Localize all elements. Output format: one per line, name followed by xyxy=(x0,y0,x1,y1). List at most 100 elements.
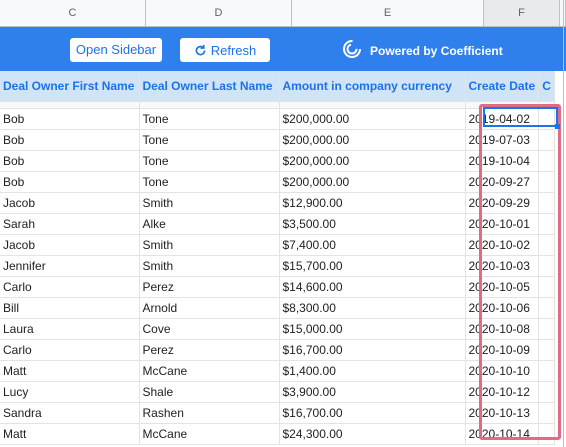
cell-next-column[interactable] xyxy=(538,171,555,193)
open-sidebar-button[interactable]: Open Sidebar xyxy=(70,38,162,62)
cell-last-name[interactable]: Tone xyxy=(139,108,280,130)
cell-last-name[interactable]: Cove xyxy=(139,318,280,340)
cell-create-date[interactable]: 2020-10-12 xyxy=(465,381,540,403)
cell-last-name[interactable]: Tone xyxy=(139,171,280,193)
cell-amount[interactable]: $200,000.00 xyxy=(279,171,466,193)
cell-last-name[interactable]: Tone xyxy=(139,129,280,151)
cell-next-column[interactable] xyxy=(538,255,555,277)
cell-first-name[interactable]: Sandra xyxy=(0,402,140,424)
header-create-date[interactable]: Create Date xyxy=(465,71,540,102)
cell-amount[interactable]: $200,000.00 xyxy=(279,108,466,130)
cell-amount[interactable]: $1,400.00 xyxy=(279,360,466,382)
table-row: Jacob Smith $7,400.00 2020-10-02 xyxy=(0,234,555,256)
column-header-d[interactable]: D xyxy=(146,0,292,26)
table-row: Sarah Alke $3,500.00 2020-10-01 xyxy=(0,213,555,235)
cell-create-date[interactable]: 2020-10-02 xyxy=(465,234,540,256)
cell-first-name[interactable]: Bill xyxy=(0,297,140,319)
cell-next-column[interactable] xyxy=(538,234,555,256)
cell-last-name[interactable]: Arnold xyxy=(139,297,280,319)
cell-create-date[interactable]: 2020-10-09 xyxy=(465,339,540,361)
header-next-column[interactable]: C xyxy=(538,71,555,102)
cell-amount[interactable]: $200,000.00 xyxy=(279,150,466,172)
table-row: Lucy Shale $3,900.00 2020-10-12 xyxy=(0,381,555,403)
cell-amount[interactable]: $7,400.00 xyxy=(279,234,466,256)
cell-next-column[interactable] xyxy=(538,402,555,424)
cell-first-name[interactable]: Bob xyxy=(0,171,140,193)
cell-amount[interactable]: $14,600.00 xyxy=(279,276,466,298)
cell-create-date[interactable]: 2019-07-03 xyxy=(465,129,540,151)
cell-first-name[interactable]: Jacob xyxy=(0,234,140,256)
cell-first-name[interactable]: Bob xyxy=(0,129,140,151)
fill-handle[interactable] xyxy=(555,124,560,129)
open-sidebar-label: Open Sidebar xyxy=(75,42,157,57)
cell-amount[interactable]: $24,300.00 xyxy=(279,423,466,445)
cell-amount[interactable]: $200,000.00 xyxy=(279,129,466,151)
cell-amount[interactable]: $15,700.00 xyxy=(279,255,466,277)
cell-amount[interactable]: $15,000.00 xyxy=(279,318,466,340)
header-last-name[interactable]: Deal Owner Last Name xyxy=(139,71,280,102)
cell-last-name[interactable]: Smith xyxy=(139,192,280,214)
cell-next-column[interactable] xyxy=(538,381,555,403)
cell-last-name[interactable]: McCane xyxy=(139,360,280,382)
cell-first-name[interactable]: Matt xyxy=(0,360,140,382)
header-first-name[interactable]: Deal Owner First Name xyxy=(0,71,140,102)
cell-next-column[interactable] xyxy=(538,129,555,151)
cell-create-date[interactable]: 2020-09-29 xyxy=(465,192,540,214)
refresh-button[interactable]: Refresh xyxy=(180,38,270,62)
cell-last-name[interactable]: McCane xyxy=(139,423,280,445)
refresh-icon xyxy=(194,38,207,62)
cell-next-column[interactable] xyxy=(538,423,555,445)
cell-next-column[interactable] xyxy=(538,213,555,235)
cell-first-name[interactable]: Matt xyxy=(0,423,140,445)
cell-last-name[interactable]: Rashen xyxy=(139,402,280,424)
cell-create-date[interactable]: 2020-10-08 xyxy=(465,318,540,340)
cell-create-date[interactable]: 2020-10-05 xyxy=(465,276,540,298)
cell-first-name[interactable]: Carlo xyxy=(0,339,140,361)
cell-first-name[interactable]: Bob xyxy=(0,108,140,130)
cell-amount[interactable]: $16,700.00 xyxy=(279,402,466,424)
cell-first-name[interactable]: Lucy xyxy=(0,381,140,403)
cell-last-name[interactable]: Alke xyxy=(139,213,280,235)
cell-create-date[interactable]: 2019-04-02 xyxy=(465,108,540,130)
cell-last-name[interactable]: Perez xyxy=(139,276,280,298)
cell-create-date[interactable]: 2019-10-04 xyxy=(465,150,540,172)
cell-amount[interactable]: $16,700.00 xyxy=(279,339,466,361)
cell-create-date[interactable]: 2020-10-01 xyxy=(465,213,540,235)
table-row: Sandra Rashen $16,700.00 2020-10-13 xyxy=(0,402,555,424)
cell-last-name[interactable]: Tone xyxy=(139,150,280,172)
cell-next-column[interactable] xyxy=(538,108,555,130)
cell-next-column[interactable] xyxy=(538,318,555,340)
column-header-e[interactable]: E xyxy=(292,0,484,26)
cell-first-name[interactable]: Jacob xyxy=(0,192,140,214)
table-row: Bob Tone $200,000.00 2019-10-04 xyxy=(0,150,555,172)
header-amount[interactable]: Amount in company currency xyxy=(279,71,466,102)
cell-create-date[interactable]: 2020-10-13 xyxy=(465,402,540,424)
cell-amount[interactable]: $3,900.00 xyxy=(279,381,466,403)
cell-next-column[interactable] xyxy=(538,297,555,319)
cell-create-date[interactable]: 2020-09-27 xyxy=(465,171,540,193)
cell-last-name[interactable]: Smith xyxy=(139,255,280,277)
cell-create-date[interactable]: 2020-10-06 xyxy=(465,297,540,319)
cell-first-name[interactable]: Jennifer xyxy=(0,255,140,277)
cell-create-date[interactable]: 2020-10-10 xyxy=(465,360,540,382)
column-header-f[interactable]: F xyxy=(484,0,560,26)
cell-last-name[interactable]: Perez xyxy=(139,339,280,361)
cell-create-date[interactable]: 2020-10-03 xyxy=(465,255,540,277)
cell-last-name[interactable]: Smith xyxy=(139,234,280,256)
cell-create-date[interactable]: 2020-10-14 xyxy=(465,423,540,445)
cell-next-column[interactable] xyxy=(538,360,555,382)
cell-amount[interactable]: $3,500.00 xyxy=(279,213,466,235)
cell-next-column[interactable] xyxy=(538,150,555,172)
cell-first-name[interactable]: Sarah xyxy=(0,213,140,235)
cell-first-name[interactable]: Bob xyxy=(0,150,140,172)
cell-next-column[interactable] xyxy=(538,339,555,361)
cell-last-name[interactable]: Shale xyxy=(139,381,280,403)
column-header-c[interactable]: C xyxy=(0,0,146,26)
cell-first-name[interactable]: Carlo xyxy=(0,276,140,298)
cell-next-column[interactable] xyxy=(538,192,555,214)
cell-amount[interactable]: $12,900.00 xyxy=(279,192,466,214)
cell-next-column[interactable] xyxy=(538,276,555,298)
table-row: Bill Arnold $8,300.00 2020-10-06 xyxy=(0,297,555,319)
cell-amount[interactable]: $8,300.00 xyxy=(279,297,466,319)
cell-first-name[interactable]: Laura xyxy=(0,318,140,340)
